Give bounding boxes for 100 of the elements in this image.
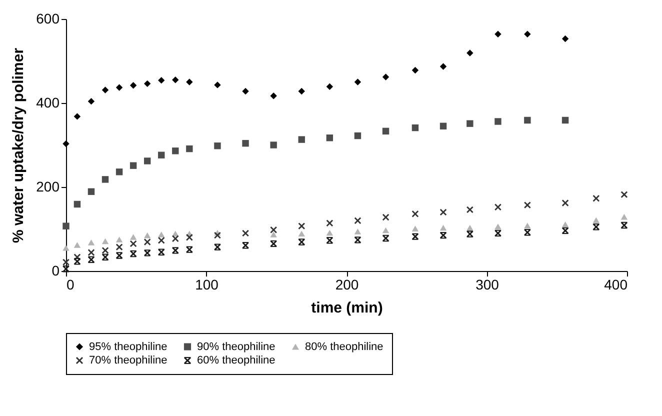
point bbox=[354, 236, 362, 244]
point bbox=[102, 247, 109, 254]
point bbox=[326, 134, 334, 142]
y-tick-label: 200 bbox=[36, 178, 60, 194]
point bbox=[270, 92, 277, 100]
point bbox=[466, 50, 474, 56]
point bbox=[158, 152, 165, 158]
point bbox=[270, 226, 277, 234]
point bbox=[88, 188, 95, 195]
point bbox=[382, 234, 390, 242]
point bbox=[270, 232, 277, 238]
point bbox=[88, 240, 95, 246]
legend-label: 95% theophiline bbox=[89, 340, 168, 353]
legend-label: 60% theophiline bbox=[197, 354, 276, 366]
point bbox=[592, 194, 600, 202]
point bbox=[172, 235, 179, 242]
point bbox=[74, 242, 81, 248]
point bbox=[88, 249, 95, 256]
point bbox=[620, 191, 628, 198]
point bbox=[562, 116, 569, 124]
point bbox=[116, 168, 123, 176]
point bbox=[158, 248, 165, 256]
point bbox=[524, 202, 531, 208]
point bbox=[116, 84, 123, 91]
point bbox=[440, 63, 447, 70]
point bbox=[74, 200, 81, 208]
point bbox=[524, 30, 531, 38]
point bbox=[74, 113, 81, 120]
point bbox=[102, 238, 109, 244]
point bbox=[158, 236, 165, 244]
point bbox=[102, 176, 109, 183]
point bbox=[186, 234, 193, 241]
point bbox=[186, 246, 193, 253]
y-axis-title: % water uptake/dry polimer bbox=[10, 48, 28, 244]
point bbox=[562, 221, 569, 228]
point bbox=[158, 232, 165, 238]
point bbox=[412, 226, 419, 232]
point bbox=[130, 82, 137, 89]
point bbox=[524, 222, 531, 229]
point bbox=[62, 140, 70, 148]
point bbox=[524, 116, 531, 124]
point bbox=[214, 244, 221, 250]
point bbox=[298, 88, 305, 95]
point bbox=[144, 238, 151, 246]
point bbox=[440, 208, 447, 216]
point bbox=[382, 128, 390, 134]
point bbox=[326, 236, 334, 244]
point bbox=[466, 120, 474, 127]
point bbox=[214, 142, 221, 150]
point bbox=[326, 83, 334, 90]
point bbox=[298, 222, 305, 230]
y-tick-label: 600 bbox=[36, 10, 60, 26]
point bbox=[466, 224, 474, 231]
point bbox=[412, 66, 419, 74]
point bbox=[242, 88, 249, 95]
point bbox=[130, 162, 137, 169]
point bbox=[620, 214, 628, 220]
point bbox=[494, 30, 502, 38]
point bbox=[592, 217, 600, 224]
x-axis-title: time (min) bbox=[311, 300, 383, 316]
legend-label: 80% theophiline bbox=[305, 340, 384, 353]
point bbox=[116, 244, 123, 250]
legend-label: 90% theophiline bbox=[197, 340, 276, 353]
point bbox=[440, 122, 447, 130]
point bbox=[412, 124, 419, 132]
point bbox=[144, 158, 151, 164]
point bbox=[382, 227, 390, 234]
point bbox=[144, 250, 151, 256]
point bbox=[354, 132, 362, 140]
point bbox=[382, 74, 390, 80]
point bbox=[326, 230, 334, 236]
legend-label: 70% theophiline bbox=[89, 354, 168, 366]
point bbox=[116, 252, 123, 259]
point bbox=[494, 204, 502, 211]
point bbox=[354, 228, 362, 234]
point bbox=[466, 206, 474, 214]
point bbox=[354, 78, 362, 86]
point bbox=[186, 145, 193, 152]
x-tick-label: 100 bbox=[195, 276, 219, 292]
point bbox=[172, 76, 179, 84]
point bbox=[298, 136, 305, 143]
x-tick-label: 200 bbox=[335, 276, 359, 292]
point bbox=[270, 142, 277, 148]
point bbox=[214, 232, 221, 239]
point bbox=[214, 82, 221, 88]
point bbox=[158, 76, 165, 84]
point bbox=[130, 240, 137, 248]
point bbox=[102, 86, 109, 94]
point bbox=[298, 238, 305, 246]
point bbox=[88, 98, 95, 105]
point bbox=[592, 224, 600, 230]
point bbox=[62, 222, 70, 230]
point bbox=[172, 148, 179, 154]
point bbox=[412, 210, 419, 218]
point bbox=[172, 247, 179, 254]
x-tick-label: 400 bbox=[604, 276, 628, 292]
point bbox=[186, 78, 193, 86]
point bbox=[466, 230, 474, 238]
point bbox=[494, 224, 502, 230]
point bbox=[298, 230, 305, 237]
